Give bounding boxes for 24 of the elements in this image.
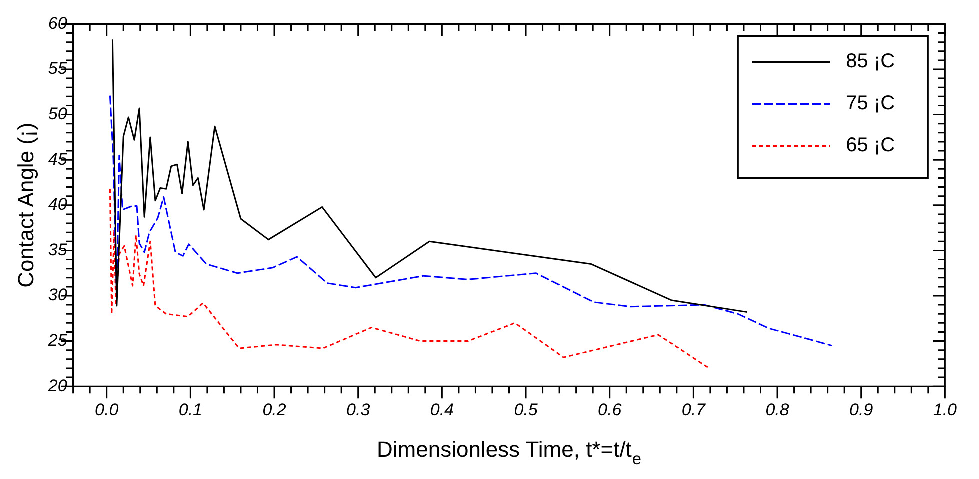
- legend-label: 75 ¡C: [846, 92, 896, 115]
- y-tick-label: 60: [48, 14, 68, 33]
- y-tick-label: 30: [48, 286, 68, 305]
- x-tick-label: 0.6: [598, 400, 622, 420]
- legend-label: 85 ¡C: [846, 50, 896, 73]
- y-tick-label: 50: [48, 104, 68, 124]
- y-tick-label: 55: [48, 59, 68, 78]
- y-tick-label: 40: [48, 195, 68, 214]
- x-tick-label: 0.8: [766, 400, 790, 420]
- y-tick-label: 25: [47, 331, 68, 350]
- x-tick-label: 0.9: [850, 400, 874, 420]
- y-tick-label: 35: [48, 240, 68, 260]
- y-tick-label: 45: [48, 150, 68, 169]
- y-axis-title: Contact Angle (¡): [13, 122, 38, 288]
- y-tick-label: 20: [47, 376, 68, 396]
- x-tick-label: 0.4: [430, 400, 454, 420]
- x-tick-label: 0.7: [682, 400, 706, 420]
- x-tick-label: 0.2: [262, 400, 287, 420]
- x-tick-label: 0.3: [346, 400, 371, 420]
- x-tick-label: 1.0: [933, 400, 958, 420]
- x-tick-label: 0.0: [95, 400, 120, 420]
- x-tick-label: 0.1: [178, 400, 202, 420]
- legend-label: 65 ¡C: [846, 134, 896, 157]
- x-tick-label: 0.5: [514, 400, 538, 420]
